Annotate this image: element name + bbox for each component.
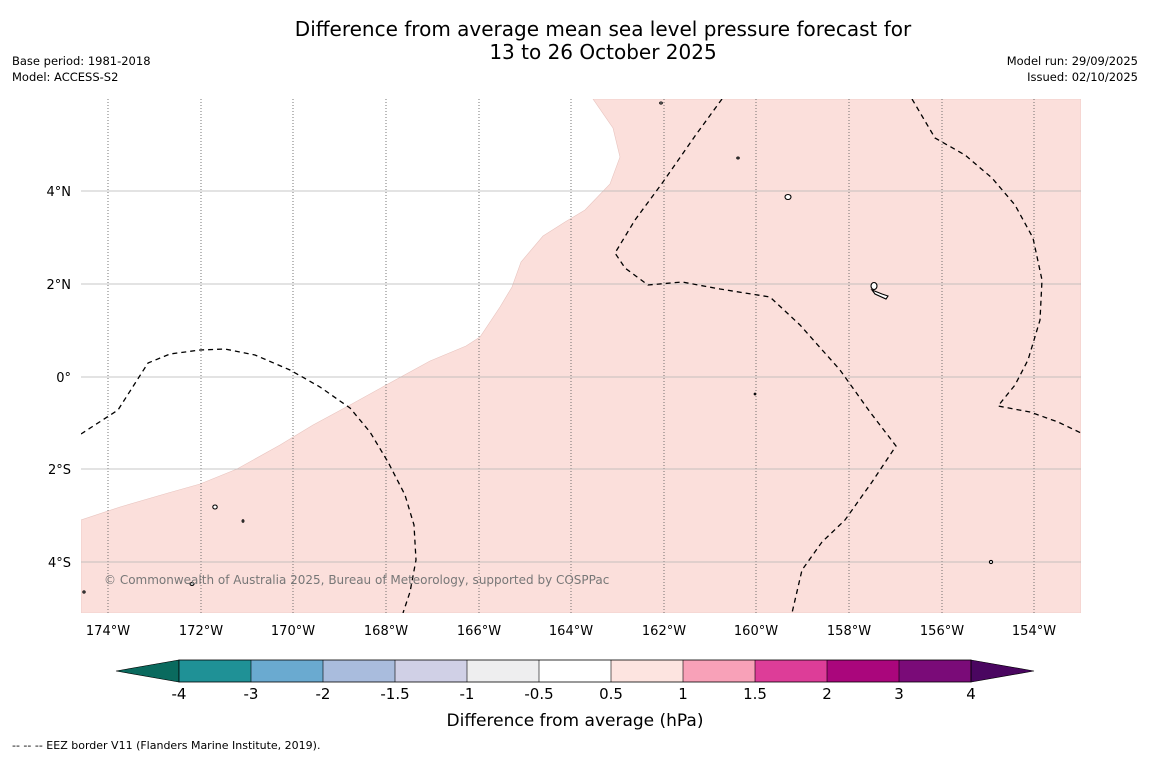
lon-label: 172°W: [179, 624, 223, 639]
eez-border-west: [81, 348, 417, 613]
island: [212, 504, 218, 510]
lon-label: 170°W: [271, 624, 315, 639]
island: [241, 519, 245, 523]
title-line-1: Difference from average mean sea level p…: [294, 17, 912, 41]
colorbar-tick-label: 3: [894, 685, 904, 703]
island: [870, 288, 889, 300]
lon-label: 174°W: [86, 624, 130, 639]
colorbar-tick-label: 0.5: [599, 685, 623, 703]
island: [753, 392, 757, 396]
colorbar-segment: [467, 660, 539, 682]
islands: [82, 101, 994, 594]
colorbar-min-arrow: [115, 659, 180, 683]
base-period: Base period: 1981-2018: [12, 54, 151, 68]
parallel-gridlines: [81, 190, 1081, 563]
eez-border-central: [614, 99, 897, 613]
island: [988, 559, 994, 565]
lon-label: 168°W: [364, 624, 408, 639]
island: [870, 281, 878, 291]
copyright-text: © Commonwealth of Australia 2025, Bureau…: [104, 573, 609, 587]
island: [784, 193, 792, 201]
model-run: Model run: 29/09/2025: [1006, 54, 1138, 68]
title-line-2: 13 to 26 October 2025: [489, 40, 717, 64]
eez-footnote: -- -- -- EEZ border V11 (Flanders Marine…: [12, 739, 321, 752]
colorbar-tick-label: -4: [172, 685, 187, 703]
lon-label: 164°W: [549, 624, 593, 639]
lon-label: 158°W: [827, 624, 871, 639]
longitude-labels: 174°W 172°W 170°W 168°W 166°W 164°W 162°…: [86, 624, 1056, 639]
colorbar-tick-label: -3: [244, 685, 259, 703]
colorbar-tick-label: -1: [460, 685, 475, 703]
island: [736, 156, 740, 160]
issued-date: Issued: 02/10/2025: [1027, 69, 1138, 84]
lon-label: 154°W: [1012, 624, 1056, 639]
colorbar-tick-label: -2: [316, 685, 331, 703]
lat-label: 4°N: [47, 185, 72, 200]
colorbar-title: Difference from average (hPa): [447, 711, 704, 731]
colorbar-segment: [323, 660, 395, 682]
lat-label: 2°N: [47, 278, 72, 293]
colorbar-segment: [899, 660, 971, 682]
colorbar-tick-label: -0.5: [524, 685, 553, 703]
model-name: Model: ACCESS-S2: [12, 69, 119, 84]
colorbar-segment: [251, 660, 323, 682]
lat-label: 2°S: [48, 463, 71, 478]
island: [659, 101, 663, 105]
meta-right: Model run: 29/09/2025 Issued: 02/10/2025: [1007, 54, 1138, 85]
lon-label: 156°W: [920, 624, 964, 639]
colorbar-segment: [611, 660, 683, 682]
lat-label: 4°S: [48, 556, 71, 571]
eez-borders: [81, 99, 1081, 613]
colorbar-tick-label: -1.5: [380, 685, 409, 703]
chart-title: Difference from average mean sea level p…: [200, 18, 1006, 64]
colorbar-tick-label: 4: [966, 685, 976, 703]
colorbar-tick-label: 1.5: [743, 685, 767, 703]
colorbar-segment: [683, 660, 755, 682]
pressure-anomaly-region: [81, 99, 1081, 613]
colorbar-segment: [539, 660, 611, 682]
island: [82, 590, 86, 594]
colorbar-segment: [179, 660, 251, 682]
lon-label: 162°W: [642, 624, 686, 639]
latitude-labels: 4°N 2°N 0° 2°S 4°S: [47, 185, 72, 571]
lon-label: 160°W: [734, 624, 778, 639]
lat-label: 0°: [56, 371, 71, 386]
colorbar-segment: [755, 660, 827, 682]
colorbar-tick-label: 1: [678, 685, 688, 703]
lon-label: 166°W: [457, 624, 501, 639]
meta-left: Base period: 1981-2018 Model: ACCESS-S2: [12, 54, 151, 85]
island: [189, 582, 195, 586]
eez-border-east: [911, 99, 1081, 434]
colorbar-segment: [827, 660, 899, 682]
colorbar-tick-label: 2: [822, 685, 832, 703]
colorbar-max-arrow: [970, 659, 1035, 683]
colorbar-segment: [395, 660, 467, 682]
colorbar: -4 -3 -2 -1.5 -1 -0.5 0.5 1 1.5 2 3 4 Di…: [115, 659, 1035, 731]
